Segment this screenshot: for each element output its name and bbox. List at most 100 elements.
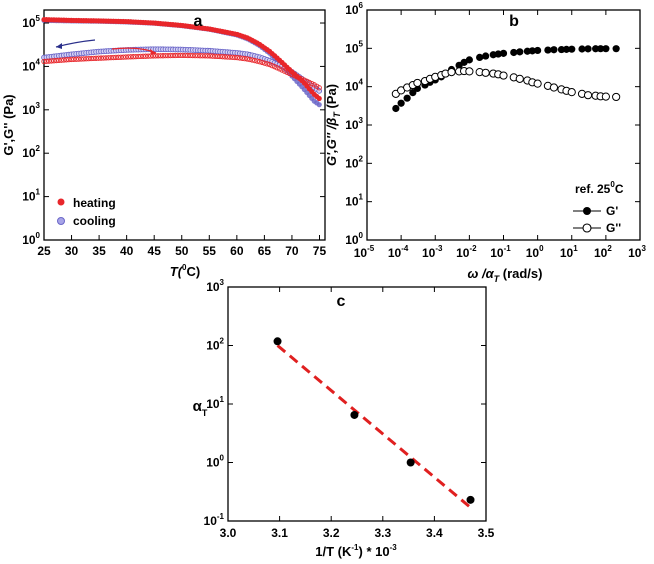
a-xtick-label-3: 40 <box>120 244 134 258</box>
a-heating-G2-point-82 <box>244 56 250 62</box>
a-heating-G2-point-43 <box>147 53 154 59</box>
panel-a-ylabel: G',G'' (Pa) <box>1 94 16 155</box>
b-xtick-label-3: 10-2 <box>456 244 477 260</box>
a-heating-G2-point-17 <box>83 56 89 62</box>
a-heating-G2-point-75 <box>227 54 233 60</box>
panel-b-yticks: 100 101 102 103 104 105 106 <box>345 1 640 247</box>
c-point-3 <box>466 495 475 504</box>
a-heating-G2-point-58 <box>185 52 191 59</box>
a-heating-G2-point-90 <box>264 61 270 67</box>
c-xtick-label-3: 3.3 <box>374 526 391 540</box>
b-xtick-label-2: 10-3 <box>422 244 443 260</box>
a-heating-G2-point-37 <box>133 53 139 60</box>
a-heating-G2-point-29 <box>113 54 119 61</box>
a-heating-G1-point-111 <box>316 95 322 102</box>
a-xtick-label-8: 65 <box>258 244 272 258</box>
a-heating-G2-point-54 <box>175 52 181 59</box>
panel-b-marks <box>391 45 621 113</box>
a-heating-G2-point-97 <box>281 68 288 74</box>
b-xtick-label-8: 103 <box>628 244 646 260</box>
a-heating-G2-point-8 <box>61 57 67 63</box>
a-heating-G2-point-52 <box>170 52 176 59</box>
a-heating-G2-point-72 <box>219 54 226 60</box>
b-G1-point-24 <box>544 46 552 54</box>
a-heating-G2-point-2 <box>46 58 52 64</box>
b-G2-point-25 <box>549 83 559 92</box>
panel-c-marks <box>273 337 475 509</box>
a-heating-G2-point-51 <box>167 52 174 59</box>
a-heating-G2-point-85 <box>252 57 258 64</box>
b-G2-point-28 <box>567 88 576 97</box>
a-ytick-label-5: 105 <box>22 14 40 30</box>
a-xtick-label-5: 50 <box>175 244 189 258</box>
cooling-arrow-icon <box>55 39 96 49</box>
a-heating-G2-point-108 <box>309 80 315 87</box>
legend-g1-label: G' <box>606 204 618 218</box>
a-heating-G2-point-70 <box>214 53 221 60</box>
a-heating-G2-point-63 <box>197 53 203 59</box>
legend-title: ref. 250C <box>575 180 624 196</box>
a-heating-G2-point-16 <box>81 56 87 62</box>
a-heating-G2-point-87 <box>257 59 263 65</box>
a-heating-G2-point-89 <box>262 60 268 66</box>
legend-heating-marker <box>57 198 65 206</box>
a-heating-G2-point-67 <box>207 53 213 59</box>
b-ytick-label-5: 105 <box>345 39 363 55</box>
a-heating-G2-point-73 <box>222 54 228 60</box>
a-heating-G2-point-20 <box>90 55 97 62</box>
b-G1-point-15 <box>482 52 490 60</box>
a-heating-G2-point-0 <box>41 58 47 65</box>
panel-b-label: b <box>509 13 519 30</box>
a-heating-G2-point-65 <box>202 53 208 59</box>
a-heating-G2-point-21 <box>93 55 99 61</box>
b-xtick-label-5: 100 <box>526 244 544 260</box>
a-xtick-label-9: 70 <box>285 244 299 258</box>
a-heating-G2-point-24 <box>100 55 107 61</box>
b-G2-point-15 <box>481 68 490 77</box>
a-heating-G2-point-13 <box>73 56 79 62</box>
b-G2-point-10 <box>447 67 456 77</box>
b-series-G2 <box>391 66 621 102</box>
a-heating-G2-point-14 <box>76 56 82 62</box>
a-heating-G2-point-84 <box>249 57 255 63</box>
a-heating-G2-point-10 <box>66 56 72 63</box>
a-heating-G2-point-71 <box>217 53 223 60</box>
a-xtick-label-0: 25 <box>37 244 51 258</box>
a-ytick-label-0: 100 <box>22 231 40 247</box>
a-heating-G2-point-50 <box>165 52 171 59</box>
a-heating-G2-point-38 <box>135 53 141 60</box>
panel-b-ylabel: G',G'' /βT (Pa) <box>324 84 342 166</box>
a-xtick-label-2: 35 <box>92 244 106 258</box>
a-heating-G2-point-15 <box>78 56 84 62</box>
a-heating-G2-point-74 <box>224 54 231 60</box>
a-heating-G2-point-94 <box>274 65 280 71</box>
a-heating-G2-point-64 <box>200 53 206 59</box>
panel-c-xlabel: 1/T (K-1) * 10-3 <box>315 543 397 559</box>
panel-b-frame <box>366 9 641 241</box>
a-heating-G2-point-83 <box>247 56 253 63</box>
a-heating-G2-point-28 <box>110 54 117 61</box>
a-heating-G2-point-95 <box>276 66 283 72</box>
a-heating-G2-point-4 <box>51 58 57 64</box>
a-heating-G2-point-31 <box>118 54 124 60</box>
a-xtick-label-6: 55 <box>203 244 217 258</box>
c-ytick-label-1: 100 <box>206 454 224 470</box>
b-G2-point-18 <box>499 71 508 80</box>
a-ytick-label-4: 104 <box>22 57 40 73</box>
c-ytick-label-4: 103 <box>206 278 224 294</box>
panel-a-legend: heating cooling <box>57 196 116 228</box>
b-xtick-label-1: 10-4 <box>388 244 409 260</box>
panel-a-label: a <box>194 13 203 30</box>
a-heating-G2-point-60 <box>190 52 196 59</box>
a-heating-G2-point-6 <box>56 57 62 64</box>
a-heating-G2-point-25 <box>103 55 109 61</box>
panel-c-yticks: 10-1 100 101 102 103 <box>204 278 486 528</box>
b-G1-point-3 <box>409 89 417 97</box>
b-G2-point-30 <box>583 91 593 100</box>
a-heating-G2-point-47 <box>157 53 164 59</box>
b-ytick-label-3: 103 <box>345 116 363 132</box>
b-G1-point-19 <box>510 48 518 57</box>
b-G1-point-28 <box>568 45 576 53</box>
c-xtick-label-4: 3.4 <box>426 526 443 540</box>
